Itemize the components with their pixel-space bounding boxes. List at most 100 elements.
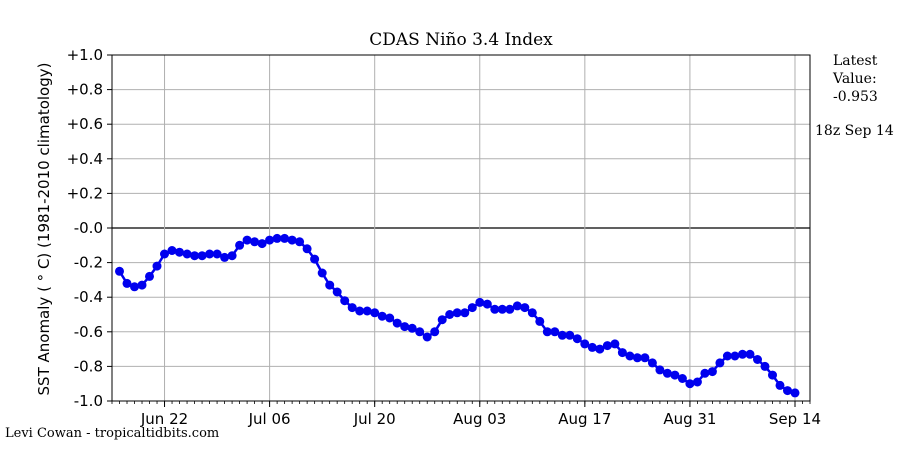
- data-point: [655, 365, 665, 375]
- data-point: [242, 235, 252, 245]
- data-point: [662, 368, 672, 378]
- data-point: [542, 327, 552, 337]
- data-point: [422, 332, 432, 342]
- data-point: [715, 358, 725, 368]
- data-point: [400, 322, 410, 332]
- data-point: [497, 304, 507, 314]
- data-point: [610, 339, 620, 349]
- data-point: [768, 370, 777, 380]
- valid-time: 18z Sep 14: [815, 123, 894, 139]
- data-series: [115, 233, 800, 398]
- data-point: [392, 318, 402, 328]
- value-label: Value:: [832, 71, 877, 87]
- data-point: [340, 296, 350, 306]
- data-point: [587, 342, 597, 352]
- grid-lines: [112, 54, 810, 402]
- data-point: [722, 351, 732, 361]
- data-point: [505, 304, 515, 314]
- data-point: [227, 251, 237, 261]
- y-tick-label: -0.4: [74, 288, 103, 306]
- data-point: [415, 327, 425, 337]
- data-point: [115, 266, 124, 276]
- latest-label: Latest: [833, 53, 878, 69]
- data-point: [355, 306, 365, 316]
- x-tick-label: Jul 20: [353, 410, 396, 428]
- data-point: [212, 249, 222, 259]
- data-point: [745, 349, 755, 359]
- data-point: [190, 251, 200, 261]
- y-tick-label: +0.6: [67, 115, 103, 133]
- data-point: [287, 235, 297, 245]
- latest-value-panel: Latest Value: -0.953 18z Sep 14: [815, 53, 894, 139]
- data-point: [783, 386, 792, 396]
- data-point: [377, 311, 387, 321]
- data-point: [152, 261, 162, 271]
- data-point: [707, 367, 717, 377]
- data-point: [467, 303, 477, 313]
- data-point: [490, 304, 500, 314]
- data-point: [790, 388, 800, 398]
- data-point: [122, 278, 132, 288]
- data-point: [670, 370, 680, 380]
- data-point: [347, 303, 357, 313]
- y-tick-label: +0.8: [67, 81, 103, 99]
- data-point: [632, 353, 642, 363]
- data-point: [137, 280, 147, 290]
- data-point: [280, 233, 290, 243]
- data-point: [182, 249, 192, 259]
- data-point: [595, 344, 605, 354]
- data-point: [362, 306, 372, 316]
- data-point: [295, 237, 305, 247]
- x-tick-label: Jun 22: [140, 410, 188, 428]
- x-tick-label: Aug 31: [663, 410, 716, 428]
- x-tick-label: Sep 14: [769, 410, 821, 428]
- data-point: [250, 237, 260, 247]
- data-point: [647, 358, 657, 368]
- data-point: [677, 374, 687, 383]
- y-tick-label: +1.0: [67, 46, 103, 64]
- data-point: [265, 235, 275, 245]
- y-tick-label: -0.0: [74, 219, 103, 237]
- data-point: [205, 249, 215, 259]
- data-point: [310, 254, 320, 264]
- y-tick-label: -0.6: [74, 323, 103, 341]
- data-point: [753, 355, 762, 364]
- data-point: [557, 330, 567, 340]
- data-point: [760, 361, 770, 371]
- data-point: [640, 353, 650, 363]
- data-point: [332, 287, 342, 297]
- data-point: [775, 380, 785, 390]
- latest-value: -0.953: [833, 89, 878, 105]
- data-point: [385, 313, 395, 323]
- data-point: [565, 330, 575, 340]
- y-tick-label: +0.4: [67, 150, 103, 168]
- data-point: [145, 271, 154, 281]
- data-point: [625, 351, 635, 361]
- axes: +1.0 +0.8 +0.6 +0.4 +0.2 -0.0 -0.2 -0.4 -0.6 -0.8…: [67, 46, 821, 428]
- data-point: [317, 268, 327, 278]
- data-point: [580, 339, 590, 349]
- data-point: [160, 249, 169, 259]
- data-point: [452, 308, 462, 318]
- data-point: [302, 244, 312, 254]
- data-point: [445, 310, 455, 319]
- data-point: [235, 240, 245, 250]
- data-point: [738, 349, 747, 359]
- y-tick-label: -0.2: [74, 254, 103, 272]
- y-tick-label: -1.0: [74, 392, 103, 410]
- y-tick-label: -0.8: [74, 357, 103, 375]
- data-point: [475, 297, 485, 307]
- data-point: [520, 303, 530, 313]
- data-point: [437, 315, 447, 325]
- data-point: [617, 348, 627, 358]
- x-tick-label: Aug 03: [453, 410, 506, 428]
- data-point: [130, 282, 139, 292]
- data-point: [730, 351, 740, 361]
- data-point: [482, 299, 492, 309]
- credit-text: Levi Cowan - tropicaltidbits.com: [5, 426, 219, 441]
- x-tick-label: Jul 06: [248, 410, 291, 428]
- data-point: [572, 334, 582, 344]
- data-point: [167, 246, 177, 255]
- data-point: [370, 308, 380, 318]
- data-point: [272, 233, 282, 243]
